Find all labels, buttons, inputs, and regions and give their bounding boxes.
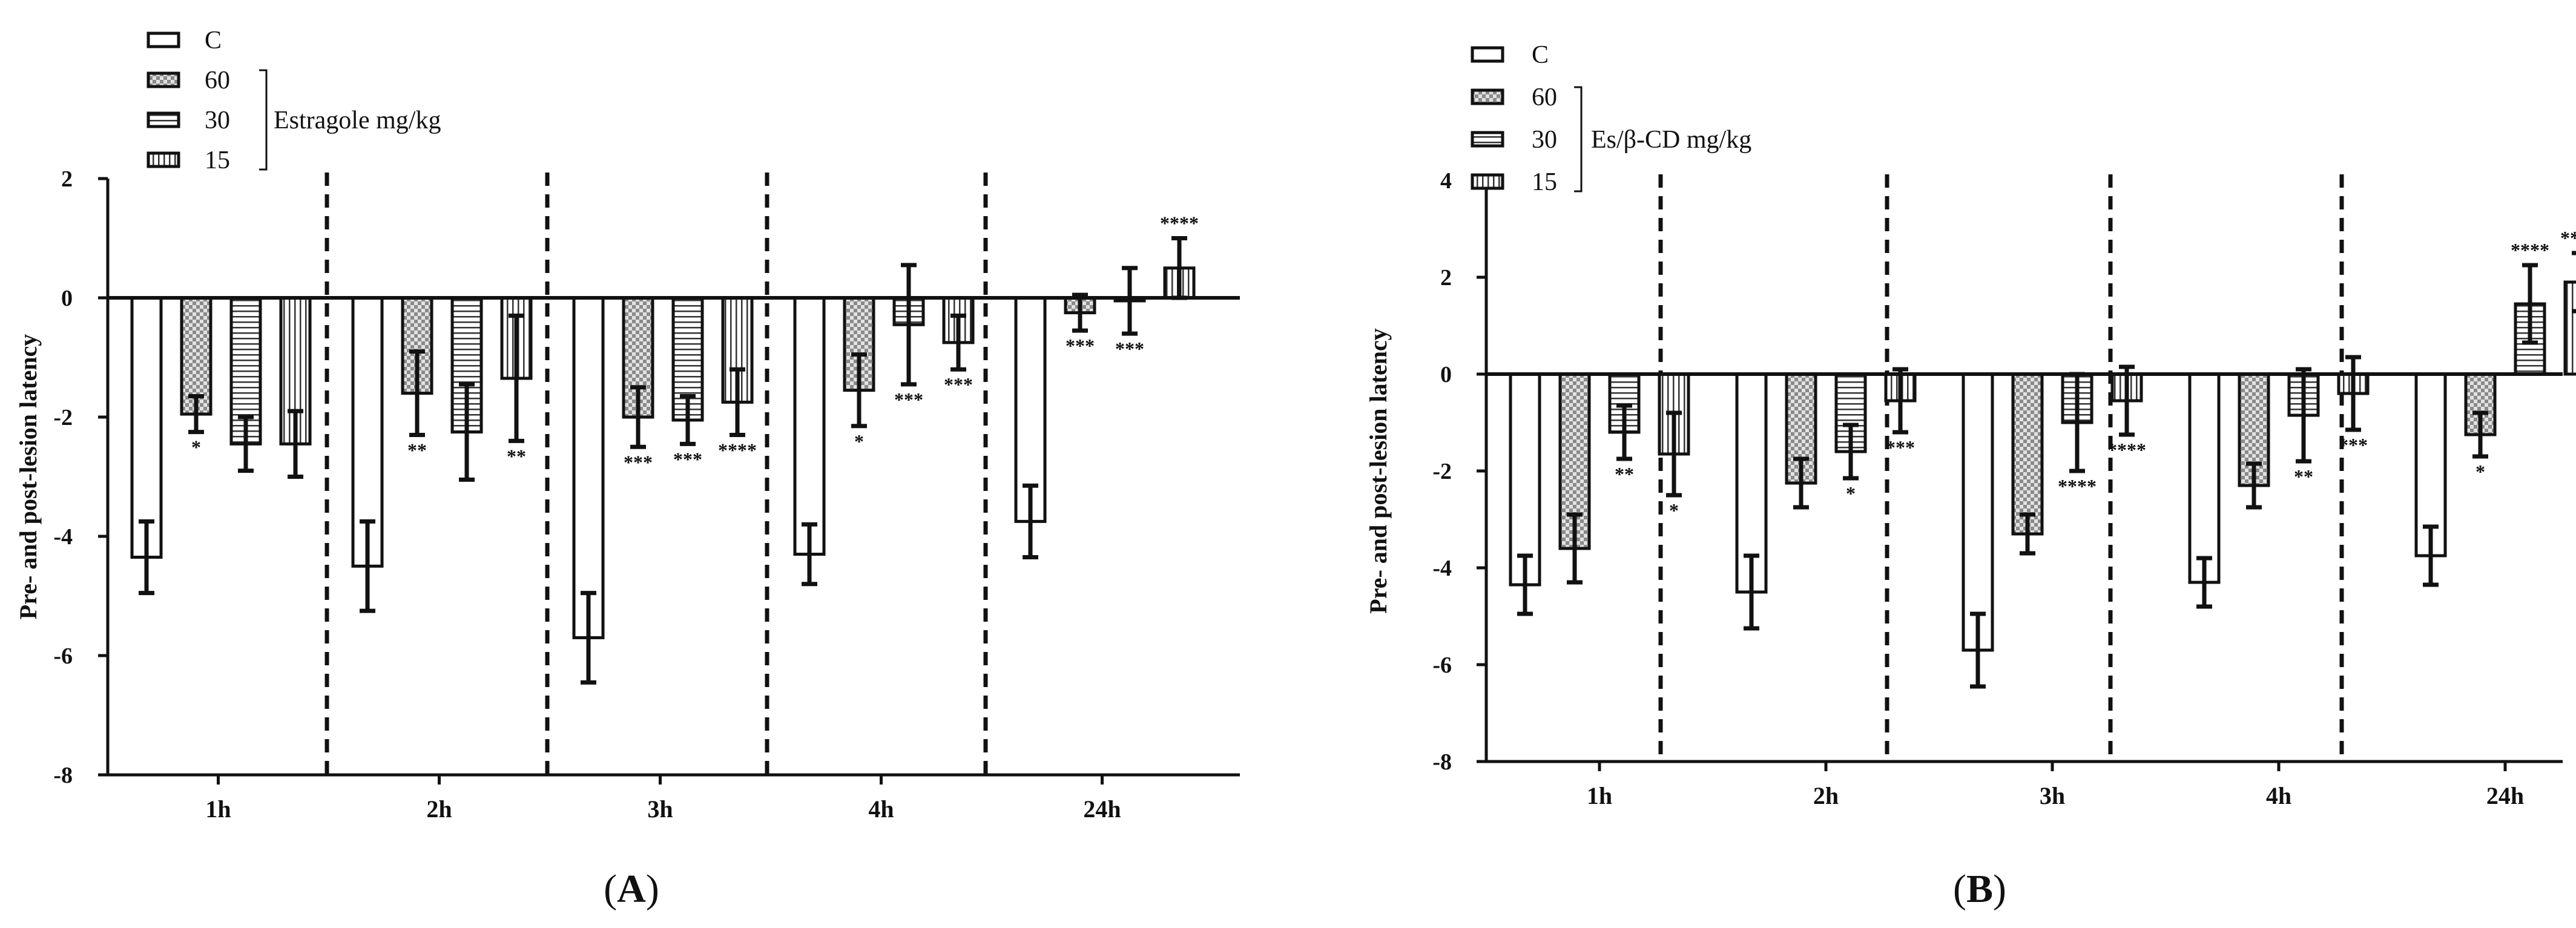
panel-a-y-tick-label: 0	[61, 286, 73, 311]
panel-b-significance-label: ****	[2560, 227, 2576, 249]
panel-b: 420-2-4-6-81h***2h****3h********4h*****2…	[1365, 41, 2576, 911]
panel-a-legend-entry: 30	[205, 107, 230, 134]
panel-b-legend-swatch	[1471, 46, 1504, 63]
panel-a-category-label: 24h	[1083, 795, 1121, 823]
panel-a-significance-label: ***	[894, 389, 923, 410]
panel-b-legend-entry: 30	[1532, 126, 1557, 154]
panel-b-category-label: 2h	[1813, 782, 1839, 809]
panel-a-y-tick-label: -6	[53, 643, 73, 669]
panel-a-legend-entry: 15	[205, 146, 230, 174]
panel-b-y-axis-title: Pre- and post-lesion latency	[1365, 328, 1392, 613]
panel-a-legend-bracket-label: Estragole mg/kg	[274, 107, 441, 134]
panel-a-bar	[793, 296, 826, 556]
panel-b-bar	[2563, 280, 2576, 376]
panel-b-legend-swatch	[1471, 88, 1504, 105]
panel-b-legend-swatch	[1471, 173, 1504, 190]
panel-b-legend-bracket-label: Es/β-CD mg/kg	[1591, 126, 1751, 154]
panel-a-significance-label: ***	[944, 374, 973, 395]
panel-b-y-tick-label: -4	[1432, 556, 1452, 581]
panel-b-legend-entry: 15	[1532, 168, 1557, 196]
panel-a-significance-label: ***	[1115, 338, 1144, 360]
panel-a-y-axis-title: Pre- and post-lesion latency	[15, 334, 42, 619]
panel-b-significance-label: **	[2294, 466, 2313, 487]
panel-a-legend-swatch	[147, 31, 180, 48]
panel-a-legend-entry: 60	[205, 67, 230, 94]
panel-b-significance-label: *	[2476, 461, 2485, 482]
panel-b-significance-label: *	[1846, 482, 1856, 504]
panel-b-y-tick-label: -6	[1432, 653, 1452, 678]
panel-b-significance-label: ***	[2339, 434, 2368, 456]
panel-a-category-label: 1h	[205, 795, 231, 823]
panel-a-significance-label: *	[191, 436, 201, 458]
panel-a-panel-label: (A)	[604, 867, 659, 911]
panel-b-bar	[2011, 372, 2044, 536]
panel-b-significance-label: ***	[1886, 436, 1915, 458]
panel-b-y-tick-label: -2	[1432, 459, 1452, 484]
panel-b-category-label: 1h	[1587, 782, 1612, 809]
panel-a-y-tick-label: 2	[61, 166, 73, 192]
panel-a-category-label: 2h	[426, 795, 452, 823]
panel-b-significance-label: ****	[2511, 239, 2549, 261]
panel-b-category-label: 4h	[2266, 782, 2291, 809]
panel-a-y-tick-label: -4	[53, 524, 73, 550]
panel-a-significance-label: **	[407, 439, 427, 461]
panel-a-legend-bracket	[259, 69, 268, 171]
panel-a: 20-2-4-6-81h*2h** **3h*** *** ****4h*******…	[15, 27, 1240, 911]
panel-a-bar	[130, 296, 163, 559]
panel-b-y-tick-label: 0	[1440, 362, 1452, 387]
panel-b-legend-swatch	[1471, 131, 1504, 148]
panel-a-significance-label: ***	[673, 448, 702, 470]
panel-a-legend-swatch	[147, 71, 180, 88]
panel-b-significance-label: **	[1615, 463, 1634, 485]
panel-a-legend-entry: C	[205, 27, 222, 54]
panel-b-panel-label: (B)	[1953, 867, 2006, 911]
panel-a-significance-label: **	[507, 445, 526, 467]
panel-b-bar	[1962, 372, 1994, 652]
panel-b-y-tick-label: 2	[1440, 265, 1452, 291]
panel-a-significance-label: ****	[718, 439, 757, 461]
panel-b-bar	[1509, 372, 1541, 587]
panel-a-significance-label: *	[854, 430, 864, 452]
panel-a-significance-label: ****	[1160, 212, 1199, 234]
panel-a-y-tick-label: -2	[53, 405, 73, 430]
panel-a-significance-label: ***	[624, 451, 653, 473]
panel-b-category-label: 24h	[2486, 782, 2524, 809]
panel-b-y-tick-label: 4	[1440, 168, 1452, 194]
panel-b-legend-entry: C	[1532, 41, 1549, 69]
panel-b-significance-label: ****	[2058, 475, 2097, 497]
panel-a-bar	[671, 296, 704, 422]
panel-b-y-tick-label: -8	[1432, 749, 1452, 775]
panel-b-legend-bracket	[1574, 86, 1583, 193]
panel-a-bar	[572, 296, 605, 639]
panel-a-category-label: 3h	[647, 795, 673, 823]
panel-a-category-label: 4h	[868, 795, 894, 823]
panel-a-legend-swatch	[147, 111, 180, 128]
panel-b-significance-label: ****	[2107, 439, 2146, 461]
panel-a-significance-label: ***	[1066, 335, 1095, 357]
panel-b-category-label: 3h	[2040, 782, 2065, 809]
panel-b-legend-entry: 60	[1532, 84, 1557, 111]
panel-a-y-tick-label: -8	[53, 763, 73, 788]
panel-a-legend-swatch	[147, 151, 180, 168]
panel-b-significance-label: *	[1669, 499, 1679, 521]
panel-b-bar	[2188, 372, 2221, 584]
